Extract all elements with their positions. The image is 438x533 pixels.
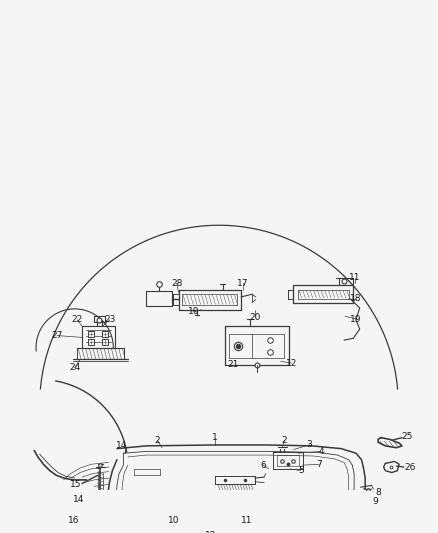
- Text: 10: 10: [168, 516, 180, 525]
- Text: 5: 5: [298, 466, 304, 475]
- Text: 2: 2: [155, 436, 160, 445]
- Text: 6: 6: [260, 461, 266, 470]
- Text: 16: 16: [68, 516, 79, 525]
- Text: 14: 14: [116, 441, 127, 450]
- Text: 1: 1: [212, 433, 218, 442]
- Text: 12: 12: [205, 531, 216, 533]
- Text: 8: 8: [375, 488, 381, 497]
- Text: 28: 28: [171, 279, 182, 288]
- Text: 25: 25: [402, 432, 413, 441]
- Text: 19: 19: [350, 314, 362, 324]
- Text: 26: 26: [405, 463, 416, 472]
- Text: 2: 2: [282, 436, 287, 445]
- Text: 10: 10: [188, 307, 200, 316]
- Text: 23: 23: [104, 316, 115, 325]
- Text: 7: 7: [316, 460, 322, 469]
- Text: 22: 22: [72, 316, 83, 325]
- Text: 21: 21: [227, 360, 238, 369]
- Text: 12: 12: [286, 359, 297, 368]
- Text: 9: 9: [372, 497, 378, 506]
- Text: 17: 17: [237, 279, 249, 288]
- Text: 27: 27: [52, 331, 63, 340]
- Text: 24: 24: [69, 363, 80, 372]
- Text: 3: 3: [306, 440, 312, 449]
- Text: 11: 11: [350, 273, 361, 282]
- Text: 14: 14: [73, 495, 84, 504]
- Text: 20: 20: [249, 313, 261, 322]
- Text: 18: 18: [350, 294, 362, 303]
- Text: 4: 4: [318, 447, 324, 456]
- Text: 11: 11: [241, 516, 252, 525]
- Text: 15: 15: [70, 480, 81, 489]
